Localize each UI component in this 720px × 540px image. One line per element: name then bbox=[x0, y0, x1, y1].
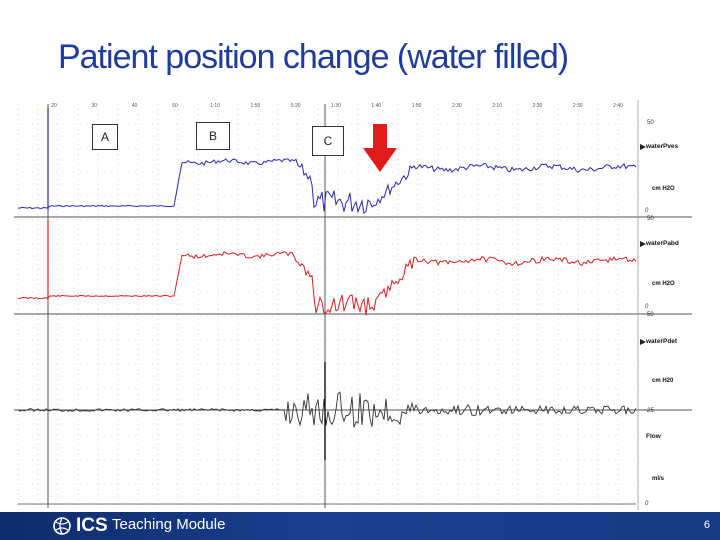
channel-pointer-icon bbox=[640, 144, 646, 150]
channel-unit-label: cm H20 bbox=[652, 378, 674, 384]
channel-pointer-icon bbox=[640, 241, 646, 247]
marker-c: C bbox=[312, 126, 344, 156]
channel-unit-label: ml/s bbox=[652, 476, 665, 482]
channel-scale-top: 50 bbox=[647, 312, 654, 318]
module-label: Teaching Module bbox=[112, 516, 226, 533]
time-tick-label: 2:20 bbox=[533, 103, 543, 109]
ics-logo-text: ICS bbox=[76, 515, 108, 536]
slide-title: Patient position change (water filled) bbox=[58, 38, 569, 76]
channel-scale-bottom: 0 bbox=[645, 304, 649, 310]
channel-unit-label: cm H2O bbox=[652, 281, 675, 287]
channel-scale-bottom: -25 bbox=[645, 408, 654, 414]
time-tick-label: 30 bbox=[92, 103, 98, 109]
channel-traces bbox=[17, 108, 637, 505]
time-tick-label: 20 bbox=[51, 103, 57, 109]
time-tick-label: 5:20 bbox=[291, 103, 301, 109]
urodynamic-trace: 20 30 40 50 1:10 1:50 5:20 1:30 1:40 1:50 2:30 2:10… bbox=[14, 100, 692, 510]
time-tick-label: 1:40 bbox=[371, 103, 381, 109]
channel-unit-label: cm H2O bbox=[652, 186, 675, 192]
footer-bar: ICS Teaching Module 6 bbox=[0, 512, 720, 540]
channel-scale-top: 50 bbox=[647, 216, 654, 222]
marker-a-label: A bbox=[100, 130, 109, 144]
time-tick-label: 40 bbox=[132, 103, 138, 109]
marker-c-label: C bbox=[323, 134, 333, 148]
page-number: 6 bbox=[703, 519, 710, 531]
time-tick-label: 2:40 bbox=[613, 103, 623, 109]
channel-name-label: waterPdet bbox=[645, 338, 678, 345]
channel-name-label: waterPabd bbox=[645, 240, 679, 247]
time-tick-label: 2:30 bbox=[573, 103, 583, 109]
time-tick-label: 1:30 bbox=[331, 103, 341, 109]
trace-pves bbox=[17, 158, 637, 215]
ics-logo: ICS bbox=[52, 515, 108, 537]
channel-scale-bottom: 0 bbox=[645, 501, 649, 507]
channel-scale-top: 50 bbox=[647, 120, 654, 126]
channel-scales: 50 0 waterPves cm H2O 50 0 waterPabd cm H2O 50 -2… bbox=[640, 120, 679, 507]
red-arrow-icon bbox=[363, 124, 397, 172]
channel-name-label: waterPves bbox=[645, 143, 679, 150]
time-tick-label: 50 bbox=[172, 103, 178, 109]
channel-name-label: Flow bbox=[646, 433, 662, 440]
time-tick-label: 1:50 bbox=[412, 103, 422, 109]
channel-scale-bottom: 0 bbox=[645, 208, 649, 214]
marker-a: A bbox=[92, 124, 118, 150]
trace-pdet bbox=[17, 391, 637, 428]
time-tick-label: 2:30 bbox=[452, 103, 462, 109]
time-tick-label: 1:10 bbox=[210, 103, 220, 109]
time-tick-label: 1:50 bbox=[251, 103, 261, 109]
trace-pabd bbox=[17, 251, 637, 316]
marker-b: B bbox=[196, 122, 230, 150]
channel-pointer-icon bbox=[640, 339, 646, 345]
marker-b-label: B bbox=[208, 129, 217, 143]
time-tick-label: 2:10 bbox=[492, 103, 502, 109]
time-tick-labels: 20 30 40 50 1:10 1:50 5:20 1:30 1:40 1:50 2:30 2:10… bbox=[51, 103, 623, 109]
ics-globe-icon bbox=[53, 517, 71, 535]
